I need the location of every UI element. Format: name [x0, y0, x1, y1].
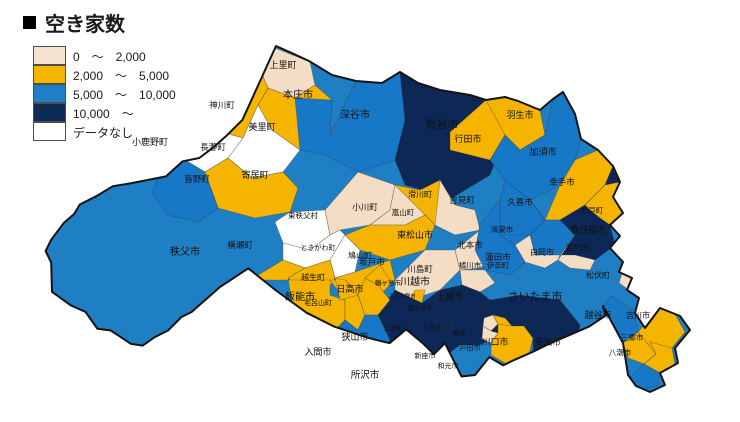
svg-text:久喜市: 久喜市	[507, 197, 533, 207]
svg-text:秩父市: 秩父市	[170, 245, 200, 258]
svg-text:東秩父村: 東秩父村	[288, 210, 318, 220]
svg-text:鶴ヶ島市: 鶴ヶ島市	[375, 278, 402, 287]
svg-text:松伏町: 松伏町	[586, 270, 610, 280]
svg-text:さいたま市: さいたま市	[508, 289, 563, 303]
svg-text:上尾市: 上尾市	[436, 291, 463, 302]
svg-text:ときがわ町: ときがわ町	[301, 243, 336, 252]
svg-text:三芳町: 三芳町	[383, 323, 403, 332]
svg-text:川越市: 川越市	[400, 275, 430, 288]
svg-text:坂戸市: 坂戸市	[359, 257, 385, 267]
svg-text:狭山市: 狭山市	[341, 331, 368, 342]
svg-text:吉川市: 吉川市	[626, 310, 650, 320]
svg-text:橘川市: 橘川市	[459, 260, 482, 270]
svg-text:白岡市: 白岡市	[530, 247, 554, 257]
svg-text:所沢市: 所沢市	[351, 369, 380, 381]
svg-text:蕨市: 蕨市	[453, 328, 467, 337]
svg-text:小川町: 小川町	[352, 202, 378, 212]
svg-text:嵐山町: 嵐山町	[392, 207, 415, 217]
svg-text:杉戸町: 杉戸町	[581, 205, 604, 215]
svg-text:戸田市: 戸田市	[460, 343, 481, 352]
svg-text:ふじみ野市: ふじみ野市	[388, 292, 416, 300]
svg-text:神川町: 神川町	[209, 100, 235, 110]
svg-text:加須市: 加須市	[529, 146, 556, 157]
svg-text:深谷市: 深谷市	[340, 108, 370, 121]
svg-text:滑川町: 滑川町	[408, 189, 432, 199]
svg-text:美里町: 美里町	[248, 121, 275, 132]
svg-text:横瀬町: 横瀬町	[227, 240, 253, 250]
svg-text:宮代町: 宮代町	[566, 242, 590, 252]
svg-text:草加市: 草加市	[535, 337, 561, 347]
svg-text:川島町: 川島町	[407, 264, 433, 274]
svg-text:春日部市: 春日部市	[570, 224, 606, 235]
svg-text:川口市: 川口市	[481, 336, 508, 347]
svg-text:東松山市: 東松山市	[397, 229, 433, 240]
svg-text:和光市: 和光市	[438, 361, 459, 370]
svg-text:越生町: 越生町	[301, 272, 325, 282]
svg-text:北本市: 北本市	[457, 240, 483, 250]
svg-text:飯能市: 飯能市	[285, 290, 315, 303]
svg-text:志木市: 志木市	[422, 323, 442, 332]
svg-text:長瀞町: 長瀞町	[200, 142, 226, 152]
svg-text:富士見市: 富士見市	[408, 304, 432, 312]
svg-text:寄居町: 寄居町	[241, 169, 268, 180]
svg-text:入間市: 入間市	[304, 346, 331, 357]
svg-text:熊谷市: 熊谷市	[426, 117, 459, 131]
svg-text:日高市: 日高市	[336, 283, 363, 294]
svg-text:上里町: 上里町	[269, 60, 296, 70]
svg-text:鴻巣市: 鴻巣市	[491, 224, 514, 234]
svg-text:小鹿野町: 小鹿野町	[132, 136, 168, 147]
svg-text:皆野町: 皆野町	[184, 174, 210, 184]
svg-text:八潮市: 八潮市	[609, 347, 632, 357]
svg-text:行田市: 行田市	[454, 133, 481, 144]
svg-text:蓮田市: 蓮田市	[485, 252, 511, 262]
svg-text:幸手市: 幸手市	[549, 177, 575, 187]
svg-text:羽生市: 羽生市	[506, 109, 533, 120]
svg-text:三郷市: 三郷市	[621, 332, 644, 342]
svg-text:本庄市: 本庄市	[283, 88, 313, 101]
svg-text:新座市: 新座市	[415, 351, 436, 360]
svg-text:吉見町: 吉見町	[449, 195, 475, 205]
svg-text:越谷市: 越谷市	[584, 309, 611, 320]
